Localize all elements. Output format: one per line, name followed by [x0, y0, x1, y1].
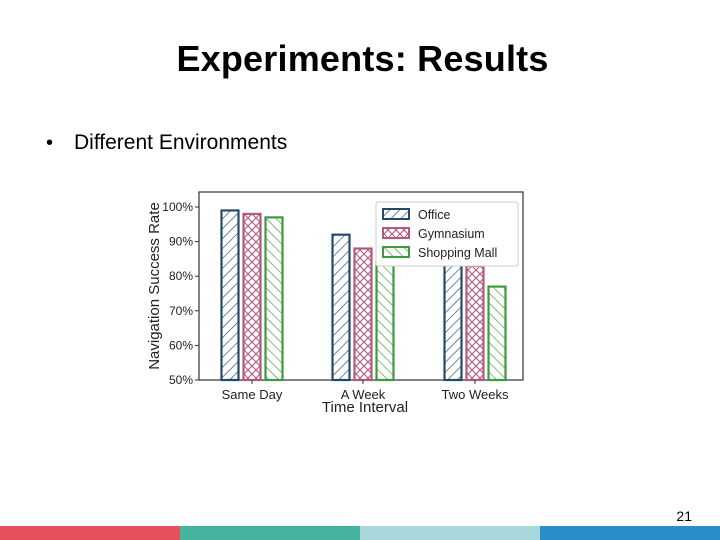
y-tick-label: 70% — [169, 304, 193, 318]
legend-swatch — [382, 246, 410, 258]
y-ticks: 50% 60% 70% 80% 90% 100% — [162, 200, 199, 387]
legend-label: Office — [418, 208, 450, 222]
legend-box — [375, 201, 519, 267]
x-tick-label: Two Weeks — [442, 387, 509, 402]
y-tick-label: 90% — [169, 235, 193, 249]
bar-gymnasium — [465, 264, 485, 382]
footer-segment-red — [0, 526, 180, 540]
bar-shopping-mall — [375, 261, 395, 382]
slide-title: Experiments: Results — [176, 38, 549, 79]
bullet-text: Different Environments — [74, 131, 288, 154]
bullet-icon: • — [46, 131, 54, 154]
y-tick-label: 100% — [162, 200, 193, 214]
x-tick-label: A Week — [341, 387, 386, 402]
bar-shopping-mall — [264, 216, 284, 382]
legend-swatch — [382, 208, 410, 220]
bar-office — [220, 209, 240, 382]
legend-label: Gymnasium — [418, 227, 485, 241]
bar-gymnasium — [353, 247, 373, 382]
y-tick-label: 60% — [169, 338, 193, 352]
legend-label: Shopping Mall — [418, 246, 497, 260]
y-tick-label: 50% — [169, 373, 193, 387]
y-tick-label: 80% — [169, 269, 193, 283]
legend-swatch — [382, 227, 410, 239]
footer-bar — [0, 526, 720, 540]
bar-office — [443, 257, 463, 382]
chart-svg: Navigation Success Rate 50% 60% 70% 80% 90% 1… — [146, 191, 524, 416]
footer-segment-teal — [180, 526, 360, 540]
bar-gymnasium — [242, 212, 262, 382]
bar-office — [331, 233, 351, 382]
results-chart: Navigation Success Rate 50% 60% 70% 80% 90% 1… — [140, 182, 530, 422]
bars — [220, 209, 507, 382]
x-axis-label: Time Interval — [322, 399, 408, 416]
x-ticks: Same Day A Week Two Weeks — [222, 380, 509, 402]
footer-segment-blue — [540, 526, 720, 540]
bullet-item: • Different Environments — [46, 131, 287, 155]
slide-number: 21 — [676, 508, 692, 524]
x-tick-label: Same Day — [222, 387, 283, 402]
footer-segment-light-blue — [360, 526, 540, 540]
bar-shopping-mall — [487, 285, 507, 382]
legend: Office Gymnasium Shopping Mall — [375, 201, 519, 267]
y-axis-label: Navigation Success Rate — [146, 202, 163, 370]
